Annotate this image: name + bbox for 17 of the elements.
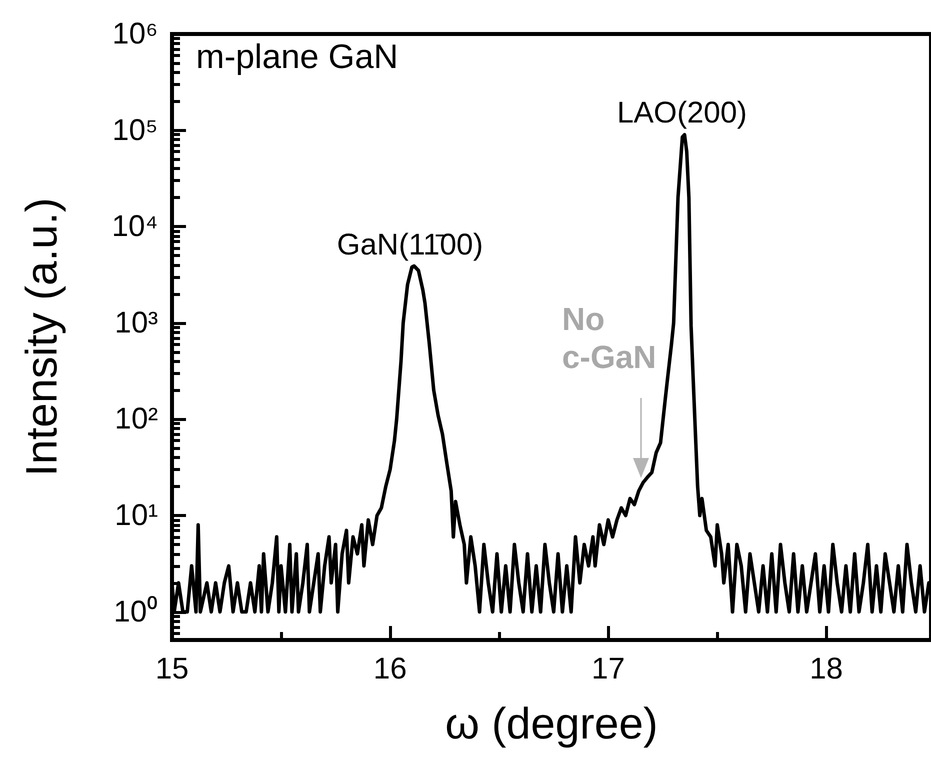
y-tick-label: 10² [114,402,158,436]
y-tick-label: 10⁰ [114,595,158,628]
x-tick-label: 16 [373,652,407,686]
annotation: No c-GaN [562,301,656,375]
y-tick-label: 10⁵ [112,114,158,147]
y-tick-label: 10⁶ [112,18,158,50]
annotation: GaN(11̄00) [336,228,484,262]
y-axis-title: Intensity (a.u.) [18,198,66,476]
y-tick-label: 10⁴ [112,210,158,244]
x-tick-label: 17 [592,652,625,686]
annotation: m-plane GaN [196,38,398,76]
y-tick-label: 10³ [114,306,158,340]
annotation: LAO(200) [616,96,748,130]
x-axis-title: ω (degree) [445,700,658,748]
y-tick-label: 10¹ [114,499,158,532]
x-tick-label: 15 [155,652,189,686]
x-tick-label: 18 [810,652,843,686]
